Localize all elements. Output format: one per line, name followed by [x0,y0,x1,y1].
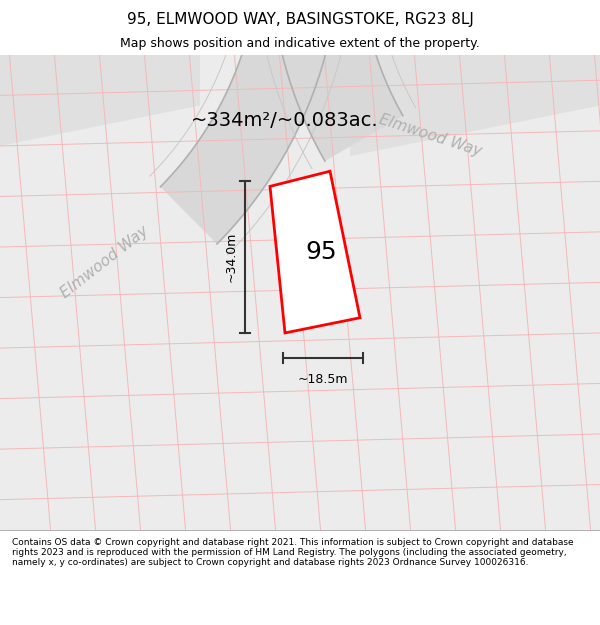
Text: ~334m²/~0.083ac.: ~334m²/~0.083ac. [191,111,379,130]
Polygon shape [0,55,200,146]
Polygon shape [160,0,340,244]
Text: Map shows position and indicative extent of the property.: Map shows position and indicative extent… [120,38,480,51]
Text: ~34.0m: ~34.0m [224,232,238,282]
Text: 95, ELMWOOD WAY, BASINGSTOKE, RG23 8LJ: 95, ELMWOOD WAY, BASINGSTOKE, RG23 8LJ [127,12,473,27]
Text: Elmwood Way: Elmwood Way [377,112,483,159]
Polygon shape [270,0,403,161]
Polygon shape [270,171,360,333]
Text: Contains OS data © Crown copyright and database right 2021. This information is : Contains OS data © Crown copyright and d… [12,538,574,568]
Text: ~18.5m: ~18.5m [298,373,348,386]
Polygon shape [350,55,600,156]
Text: Elmwood Way: Elmwood Way [58,223,152,301]
Text: 95: 95 [305,240,337,264]
